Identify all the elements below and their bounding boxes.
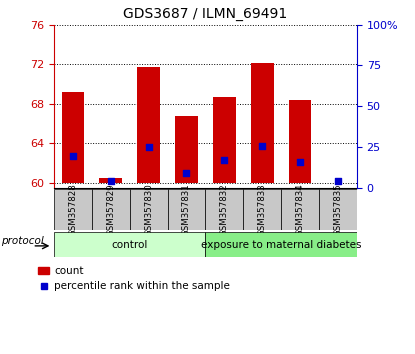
Bar <box>319 189 357 230</box>
Point <box>183 170 190 176</box>
Text: GSM357832: GSM357832 <box>220 183 229 236</box>
Bar <box>92 189 129 230</box>
Text: GSM357830: GSM357830 <box>144 183 153 236</box>
Legend: count, percentile rank within the sample: count, percentile rank within the sample <box>39 266 230 291</box>
Bar <box>205 232 357 257</box>
Point <box>221 157 228 163</box>
Text: GSM357833: GSM357833 <box>258 183 267 236</box>
Title: GDS3687 / ILMN_69491: GDS3687 / ILMN_69491 <box>123 7 288 21</box>
Point <box>70 153 76 159</box>
Text: protocol: protocol <box>1 236 44 246</box>
Bar <box>281 189 319 230</box>
Bar <box>54 189 92 230</box>
Bar <box>61 92 84 183</box>
Text: GSM357828: GSM357828 <box>68 183 77 236</box>
Bar <box>100 178 122 183</box>
Bar <box>137 67 160 183</box>
Point <box>107 178 114 183</box>
Text: GSM357834: GSM357834 <box>295 183 305 236</box>
Bar <box>168 189 205 230</box>
Point <box>334 178 341 183</box>
Text: GSM357831: GSM357831 <box>182 183 191 236</box>
Bar <box>289 100 312 183</box>
Text: exposure to maternal diabetes: exposure to maternal diabetes <box>201 240 361 250</box>
Bar <box>243 189 281 230</box>
Point <box>259 143 266 149</box>
Point <box>297 159 303 165</box>
Bar <box>213 97 236 183</box>
Bar <box>129 189 168 230</box>
Bar <box>175 115 198 183</box>
Text: GSM357829: GSM357829 <box>106 183 115 236</box>
Bar <box>54 232 205 257</box>
Point <box>145 144 152 150</box>
Bar <box>251 63 273 183</box>
Text: control: control <box>112 240 148 250</box>
Text: GSM357835: GSM357835 <box>334 183 342 236</box>
Bar <box>205 189 243 230</box>
